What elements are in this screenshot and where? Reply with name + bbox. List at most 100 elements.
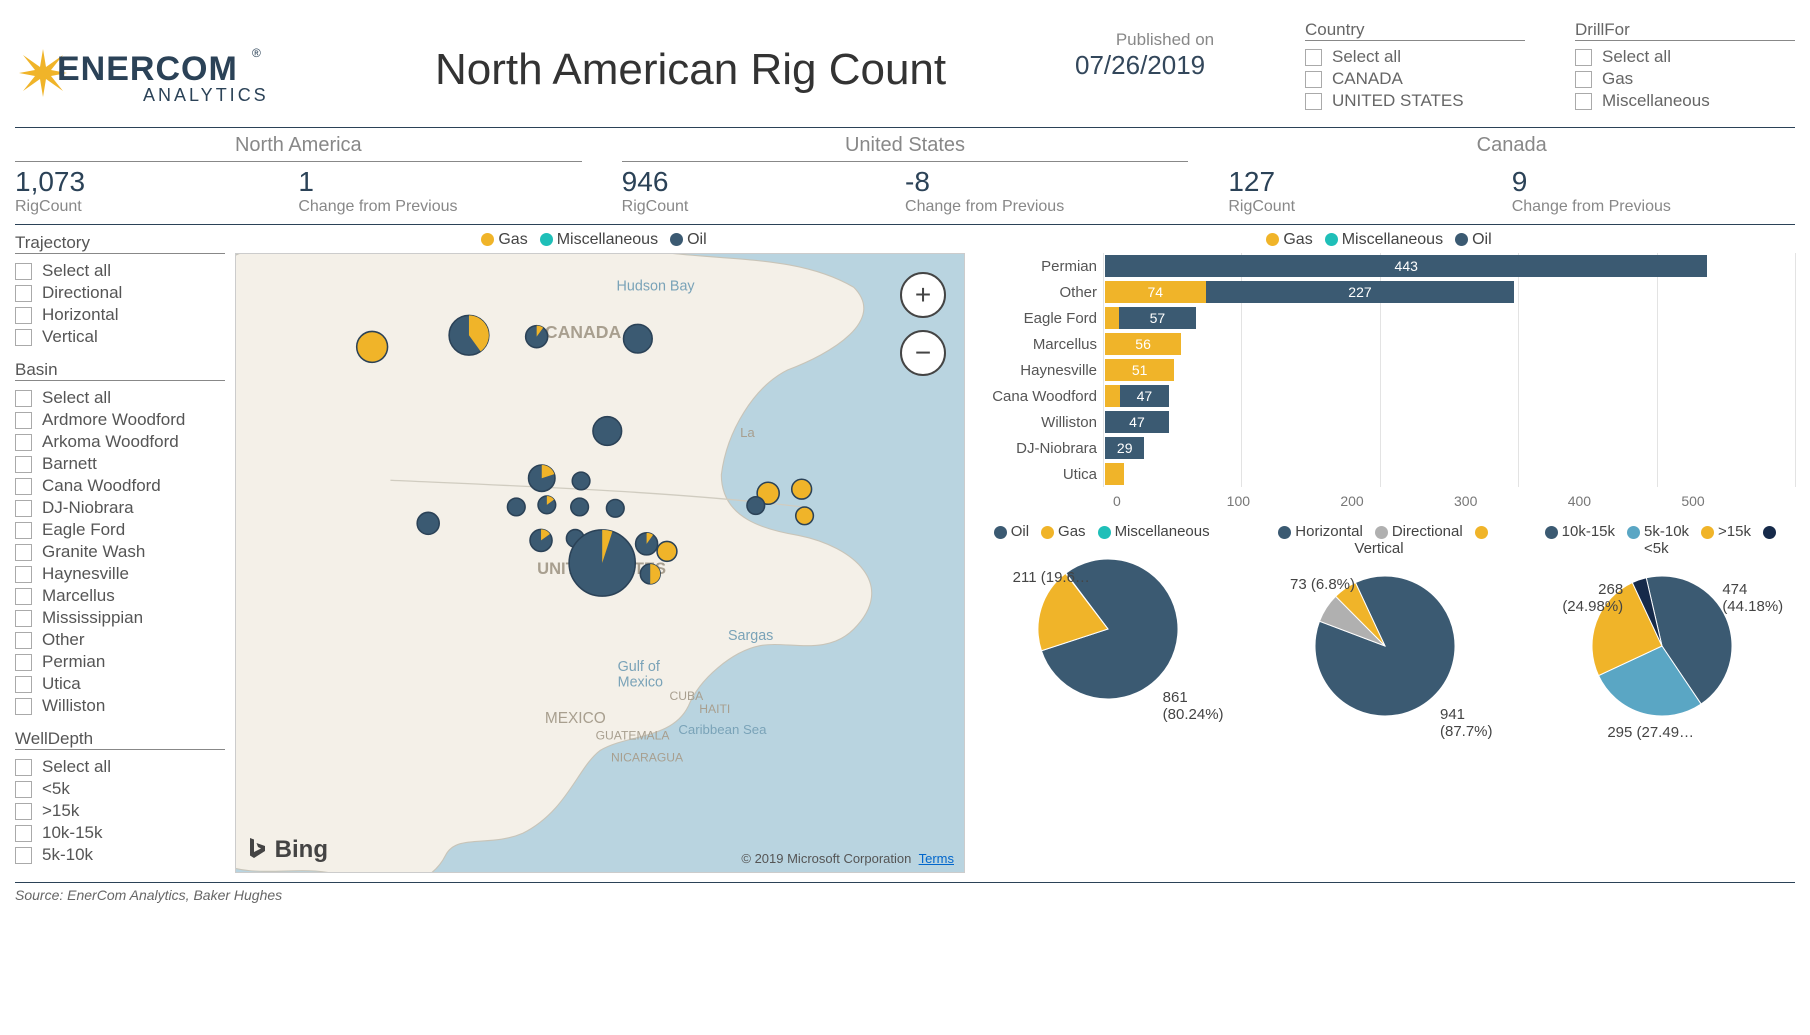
pie-legend: 10k-15k5k-10k>15k<5k	[1530, 523, 1795, 561]
bar-row[interactable]: DJ-Niobrara 29	[985, 435, 1795, 461]
checkbox-icon[interactable]	[15, 456, 32, 473]
checkbox-icon[interactable]	[15, 390, 32, 407]
checkbox-icon[interactable]	[1575, 71, 1592, 88]
checkbox-item[interactable]: UNITED STATES	[1305, 91, 1525, 111]
map[interactable]: CANADA UNITED STATES MEXICO Hudson Bay G…	[235, 253, 965, 873]
checkbox-item[interactable]: Select all	[15, 387, 225, 409]
checkbox-icon[interactable]	[15, 803, 32, 820]
checkbox-icon[interactable]	[15, 285, 32, 302]
bar-row[interactable]: Marcellus 56	[985, 331, 1795, 357]
checkbox-icon[interactable]	[15, 478, 32, 495]
filter-drillfor[interactable]: DrillFor Select allGasMiscellaneous	[1575, 20, 1795, 113]
checkbox-icon[interactable]	[15, 329, 32, 346]
bar-segment	[1105, 307, 1119, 329]
checkbox-icon[interactable]	[15, 676, 32, 693]
checkbox-item[interactable]: Mississippian	[15, 607, 225, 629]
filter-trajectory[interactable]: Trajectory Select allDirectionalHorizont…	[15, 233, 225, 348]
svg-text:Mexico: Mexico	[618, 675, 663, 691]
checkbox-icon[interactable]	[15, 522, 32, 539]
axis-tick: 200	[1340, 493, 1454, 509]
checkbox-item[interactable]: Granite Wash	[15, 541, 225, 563]
checkbox-icon[interactable]	[15, 610, 32, 627]
bar-segment: 47	[1120, 385, 1169, 407]
checkbox-icon[interactable]	[15, 263, 32, 280]
checkbox-item[interactable]: Horizontal	[15, 304, 225, 326]
checkbox-item[interactable]: 5k-10k	[15, 844, 225, 866]
checkbox-item[interactable]: Marcellus	[15, 585, 225, 607]
zoom-in-button[interactable]: +	[900, 272, 946, 318]
filter-welldepth[interactable]: WellDepth Select all<5k>15k10k-15k5k-10k	[15, 729, 225, 866]
checkbox-icon[interactable]	[1305, 93, 1322, 110]
checkbox-item[interactable]: DJ-Niobrara	[15, 497, 225, 519]
bar-row[interactable]: Williston 47	[985, 409, 1795, 435]
bar-row[interactable]: Utica	[985, 461, 1795, 487]
checkbox-item[interactable]: Cana Woodford	[15, 475, 225, 497]
zoom-out-button[interactable]: −	[900, 330, 946, 376]
bar-row[interactable]: Permian 443	[985, 253, 1795, 279]
bar-label: Eagle Ford	[985, 310, 1105, 327]
checkbox-item[interactable]: <5k	[15, 778, 225, 800]
checkbox-item[interactable]: Select all	[15, 260, 225, 282]
checkbox-item[interactable]: Select all	[1305, 47, 1525, 67]
filter-basin[interactable]: Basin Select allArdmore WoodfordArkoma W…	[15, 360, 225, 717]
checkbox-item[interactable]: Ardmore Woodford	[15, 409, 225, 431]
checkbox-icon[interactable]	[1305, 49, 1322, 66]
checkbox-icon[interactable]	[15, 588, 32, 605]
checkbox-icon[interactable]	[1575, 93, 1592, 110]
filter-country[interactable]: Country Select allCANADAUNITED STATES	[1305, 20, 1525, 113]
bar-label: Marcellus	[985, 336, 1105, 353]
checkbox-icon[interactable]	[15, 434, 32, 451]
checkbox-item[interactable]: Permian	[15, 651, 225, 673]
checkbox-item[interactable]: Directional	[15, 282, 225, 304]
checkbox-item[interactable]: Williston	[15, 695, 225, 717]
svg-text:MEXICO: MEXICO	[545, 710, 606, 727]
checkbox-icon[interactable]	[15, 544, 32, 561]
checkbox-label: Eagle Ford	[42, 520, 125, 540]
bar-row[interactable]: Haynesville 51	[985, 357, 1795, 383]
basin-bar-chart[interactable]: Permian 443 Other 74227 Eagle Ford 57 Ma…	[975, 253, 1795, 509]
checkbox-icon[interactable]	[15, 847, 32, 864]
checkbox-item[interactable]: Vertical	[15, 326, 225, 348]
checkbox-icon[interactable]	[15, 307, 32, 324]
checkbox-label: Select all	[1332, 47, 1401, 67]
checkbox-item[interactable]: Miscellaneous	[1575, 91, 1795, 111]
checkbox-icon[interactable]	[1305, 71, 1322, 88]
checkbox-item[interactable]: Barnett	[15, 453, 225, 475]
checkbox-label: Williston	[42, 696, 105, 716]
bar-segment: 74	[1105, 281, 1206, 303]
checkbox-label: Select all	[1602, 47, 1671, 67]
checkbox-icon[interactable]	[15, 500, 32, 517]
checkbox-item[interactable]: Other	[15, 629, 225, 651]
map-terms-link[interactable]: Terms	[919, 851, 954, 866]
filter-trajectory-title: Trajectory	[15, 233, 225, 254]
checkbox-item[interactable]: Eagle Ford	[15, 519, 225, 541]
kpi-value: -8	[905, 166, 1188, 198]
checkbox-icon[interactable]	[15, 698, 32, 715]
checkbox-label: Horizontal	[42, 305, 119, 325]
checkbox-item[interactable]: Arkoma Woodford	[15, 431, 225, 453]
bar-label: Williston	[985, 414, 1105, 431]
pie-legend: OilGasMiscellaneous	[975, 523, 1240, 544]
checkbox-item[interactable]: Select all	[15, 756, 225, 778]
checkbox-item[interactable]: CANADA	[1305, 69, 1525, 89]
checkbox-icon[interactable]	[15, 566, 32, 583]
checkbox-icon[interactable]	[15, 412, 32, 429]
checkbox-item[interactable]: Select all	[1575, 47, 1795, 67]
checkbox-item[interactable]: Gas	[1575, 69, 1795, 89]
bar-row[interactable]: Eagle Ford 57	[985, 305, 1795, 331]
checkbox-item[interactable]: >15k	[15, 800, 225, 822]
checkbox-label: Barnett	[42, 454, 97, 474]
bar-row[interactable]: Cana Woodford 47	[985, 383, 1795, 409]
checkbox-item[interactable]: Utica	[15, 673, 225, 695]
checkbox-icon[interactable]	[15, 825, 32, 842]
bar-row[interactable]: Other 74227	[985, 279, 1795, 305]
checkbox-icon[interactable]	[15, 759, 32, 776]
checkbox-item[interactable]: Haynesville	[15, 563, 225, 585]
checkbox-icon[interactable]	[1575, 49, 1592, 66]
checkbox-item[interactable]: 10k-15k	[15, 822, 225, 844]
checkbox-icon[interactable]	[15, 781, 32, 798]
checkbox-icon[interactable]	[15, 654, 32, 671]
pie-chart[interactable]	[1315, 576, 1455, 716]
svg-text:CUBA: CUBA	[669, 689, 704, 703]
checkbox-icon[interactable]	[15, 632, 32, 649]
